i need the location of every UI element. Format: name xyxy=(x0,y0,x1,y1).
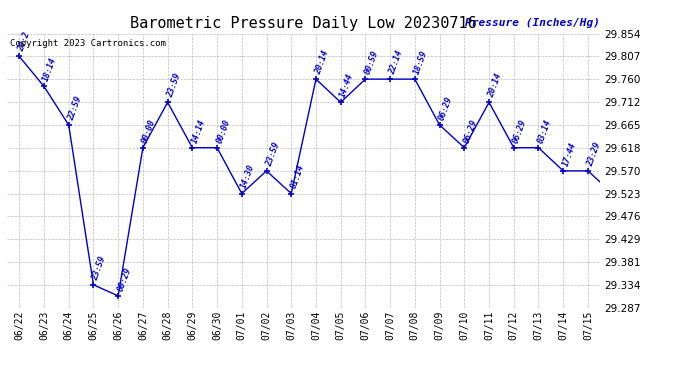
Text: 00:00: 00:00 xyxy=(215,118,232,144)
Text: 06:29: 06:29 xyxy=(437,95,454,122)
Text: 14:44: 14:44 xyxy=(338,72,355,99)
Text: 23:59: 23:59 xyxy=(264,141,281,167)
Text: 23:59: 23:59 xyxy=(165,72,182,99)
Text: 18:14: 18:14 xyxy=(41,56,59,83)
Text: 17:44: 17:44 xyxy=(561,141,578,167)
Text: 23:59: 23:59 xyxy=(91,255,108,281)
Text: 20:14: 20:14 xyxy=(486,72,504,99)
Text: 22:59: 22:59 xyxy=(66,95,83,122)
Text: 03:14: 03:14 xyxy=(536,118,553,144)
Text: Copyright 2023 Cartronics.com: Copyright 2023 Cartronics.com xyxy=(10,39,166,48)
Title: Barometric Pressure Daily Low 20230716: Barometric Pressure Daily Low 20230716 xyxy=(130,16,477,31)
Text: 00:29: 00:29 xyxy=(116,266,132,292)
Text: 22:14: 22:14 xyxy=(388,49,405,76)
Text: 06:29: 06:29 xyxy=(511,118,529,144)
Text: 23:29: 23:29 xyxy=(586,141,602,167)
Text: 00:00: 00:00 xyxy=(141,118,157,144)
Text: 20:2: 20:2 xyxy=(17,31,32,53)
Text: 18:59: 18:59 xyxy=(413,49,429,76)
Text: 14:14: 14:14 xyxy=(190,118,207,144)
Text: 20:14: 20:14 xyxy=(313,49,331,76)
Text: 14:30: 14:30 xyxy=(239,164,257,190)
Text: 00:59: 00:59 xyxy=(363,49,380,76)
Text: 06:29: 06:29 xyxy=(462,118,479,144)
Text: 01:14: 01:14 xyxy=(289,164,306,190)
Text: 00:59: 00:59 xyxy=(0,374,1,375)
Text: 17:29: 17:29 xyxy=(0,374,1,375)
Text: Pressure (Inches/Hg): Pressure (Inches/Hg) xyxy=(465,18,600,28)
